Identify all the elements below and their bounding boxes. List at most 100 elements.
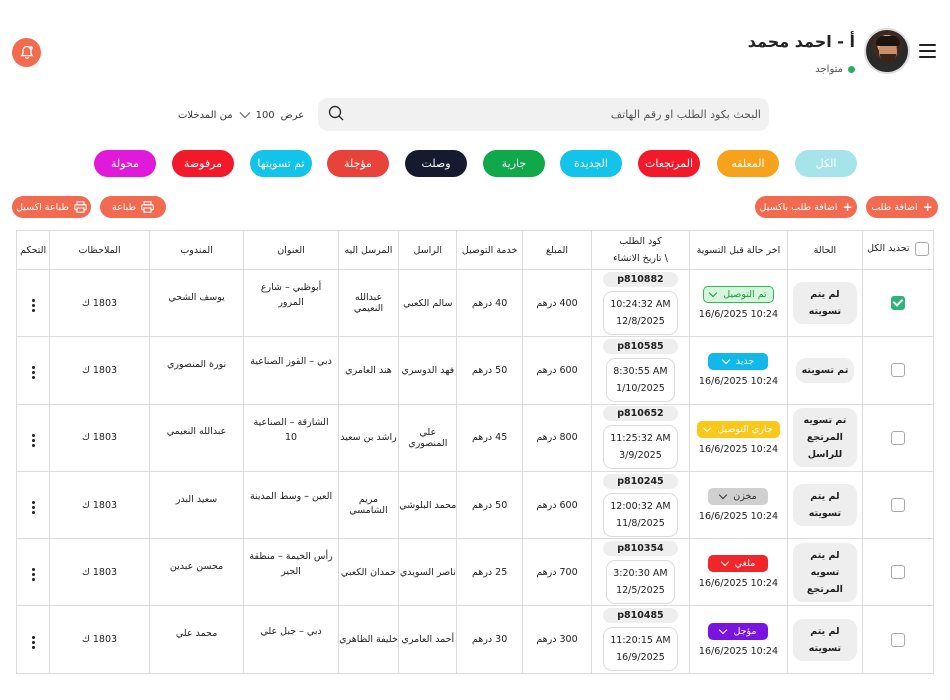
user-status-label: متواجد <box>815 64 843 75</box>
select-all-label: تحديد الكل <box>867 243 910 254</box>
order-code[interactable]: p810485 <box>603 608 678 624</box>
delivery-cell: 50 درهم <box>456 336 523 405</box>
status-tag-label: جاري التوصيل <box>717 423 773 435</box>
add-excel-order-button[interactable]: + اضافة طلب باكسيل <box>755 196 857 218</box>
print-excel-label: طباعة اكسيل <box>16 201 69 213</box>
order-time: 11:20:15 AM <box>610 635 671 647</box>
delivery-cell: 40 درهم <box>456 268 523 338</box>
address-cell: دبي – جبل علي <box>260 625 322 637</box>
delivery-cell: 30 درهم <box>456 605 523 674</box>
plus-icon: + <box>842 200 853 214</box>
order-created: 10:24:32 AM 12/8/2025 <box>603 290 678 335</box>
search-bar <box>318 98 769 131</box>
filter-returns[interactable]: المرتجعات <box>638 150 700 177</box>
table-row: لم يتم تسويته مؤجل 16/6/2025 10:24 p8104… <box>15 605 935 674</box>
menu-icon[interactable] <box>919 44 936 58</box>
sender-cell: فهد الدوسري <box>398 336 458 405</box>
chevron-down-icon <box>720 558 729 567</box>
state-chip: لم يتم تسويته <box>792 282 857 325</box>
order-time: 11:25:32 AM <box>610 433 671 445</box>
filter-postponed[interactable]: مؤجلة <box>327 150 389 177</box>
filter-transferred[interactable]: محولة <box>94 150 156 177</box>
row-checkbox[interactable] <box>890 363 905 378</box>
status-tag[interactable]: جديد <box>708 353 769 371</box>
order-code[interactable]: p810652 <box>603 406 678 422</box>
print-excel-button[interactable]: طباعة اكسيل <box>12 196 91 218</box>
agent-cell: عبدالله النعيمي <box>166 426 227 438</box>
search-input[interactable] <box>361 108 761 121</box>
status-tag[interactable]: ملغي <box>708 555 769 573</box>
state-chip: لم يتم تسويته <box>792 618 857 661</box>
header-code-line2: \ تاريخ الانشاء <box>613 253 668 264</box>
receiver-cell: حمدان الكعبي <box>337 538 400 607</box>
amount-cell: 600 درهم <box>521 336 593 405</box>
order-time: 8:30:55 AM <box>613 365 668 377</box>
entries-select[interactable]: 100 <box>239 110 275 121</box>
more-options-icon[interactable] <box>31 501 35 515</box>
header-amount: المبلغ <box>521 230 593 270</box>
status-tag[interactable]: مؤجل <box>708 622 769 640</box>
search-icon[interactable] <box>328 105 344 124</box>
user-status: متواجد <box>815 64 855 75</box>
print-button[interactable]: طباعة <box>100 196 166 218</box>
row-checkbox[interactable] <box>890 632 905 647</box>
order-time: 10:24:32 AM <box>610 298 671 310</box>
receiver-cell: عبدالله النعيمي <box>337 268 400 338</box>
filter-pending[interactable]: المعلقه <box>717 150 779 177</box>
more-options-icon[interactable] <box>31 299 35 313</box>
state-chip: لم يتم تسويه المرتجع <box>792 542 857 602</box>
table-row: تم تسويته جديد 16/6/2025 10:24 p810585 8… <box>15 336 935 405</box>
order-code[interactable]: p810882 <box>603 271 678 287</box>
order-time: 12:00:32 AM <box>610 500 671 512</box>
order-code[interactable]: p810245 <box>603 473 678 489</box>
header-state: الحالة <box>787 230 863 270</box>
receiver-cell: خليفة الظاهري <box>337 605 400 674</box>
entries-selector: عرض 100 من المدخلات <box>178 106 304 124</box>
row-checkbox[interactable] <box>890 498 905 513</box>
avatar[interactable] <box>864 28 910 74</box>
address-cell: الشارقة – الصناعية 10 <box>253 416 329 443</box>
header-sender: الراسل <box>398 230 458 270</box>
select-all-checkbox[interactable] <box>914 241 929 256</box>
filter-all[interactable]: الكل <box>795 150 857 177</box>
filter-in-progress[interactable]: جارية <box>483 150 545 177</box>
status-tag[interactable]: جاري التوصيل <box>697 420 780 438</box>
filter-arrived[interactable]: وصلت <box>405 150 467 177</box>
filter-settled[interactable]: تم تسويتها <box>250 150 312 177</box>
status-datetime: 16/6/2025 10:24 <box>698 376 779 388</box>
more-options-icon[interactable] <box>31 433 35 447</box>
filter-new[interactable]: الجديدة <box>560 150 622 177</box>
row-checkbox[interactable] <box>890 296 905 311</box>
more-options-icon[interactable] <box>31 568 35 582</box>
order-date: 12/5/2025 <box>616 584 665 596</box>
header-code-line1: كود الطلب <box>619 236 662 247</box>
add-order-button[interactable]: + اضافة طلب <box>866 196 938 218</box>
order-time: 3:20:30 AM <box>613 567 668 579</box>
status-datetime: 16/6/2025 10:24 <box>698 443 779 455</box>
delivery-cell: 25 درهم <box>456 538 523 607</box>
header-select-all[interactable]: تحديد الكل <box>861 230 935 270</box>
order-code[interactable]: p810585 <box>603 338 678 354</box>
amount-cell: 600 درهم <box>521 470 593 540</box>
receiver-cell: مريم الشامسي <box>337 470 400 540</box>
order-date: 11/8/2025 <box>616 517 665 529</box>
sender-cell: أحمد العامري <box>398 605 458 674</box>
notes-cell: 1803 ك <box>49 538 150 607</box>
order-code[interactable]: p810354 <box>603 540 678 556</box>
status-tag[interactable]: تم التوصيل <box>703 286 774 304</box>
address-cell: أبوظبي – شارع المرور <box>260 282 322 309</box>
row-checkbox[interactable] <box>890 565 905 580</box>
agent-cell: محسن عبدين <box>169 560 224 572</box>
filter-rejected[interactable]: مرفوضة <box>172 150 234 177</box>
entries-suffix: من المدخلات <box>178 109 233 121</box>
state-chip: تم تسويه المرتجع للراسل <box>792 408 857 468</box>
order-date: 12/8/2025 <box>616 315 665 327</box>
receiver-cell: هند العامري <box>337 336 400 405</box>
row-checkbox[interactable] <box>890 430 905 445</box>
status-datetime: 16/6/2025 10:24 <box>698 645 779 657</box>
status-tag[interactable]: مخزن <box>708 488 769 506</box>
notification-bell-icon[interactable] <box>12 38 41 67</box>
address-cell: رأس الخيمة – منطقة الجير <box>249 551 333 578</box>
more-options-icon[interactable] <box>31 635 35 649</box>
more-options-icon[interactable] <box>31 366 35 380</box>
